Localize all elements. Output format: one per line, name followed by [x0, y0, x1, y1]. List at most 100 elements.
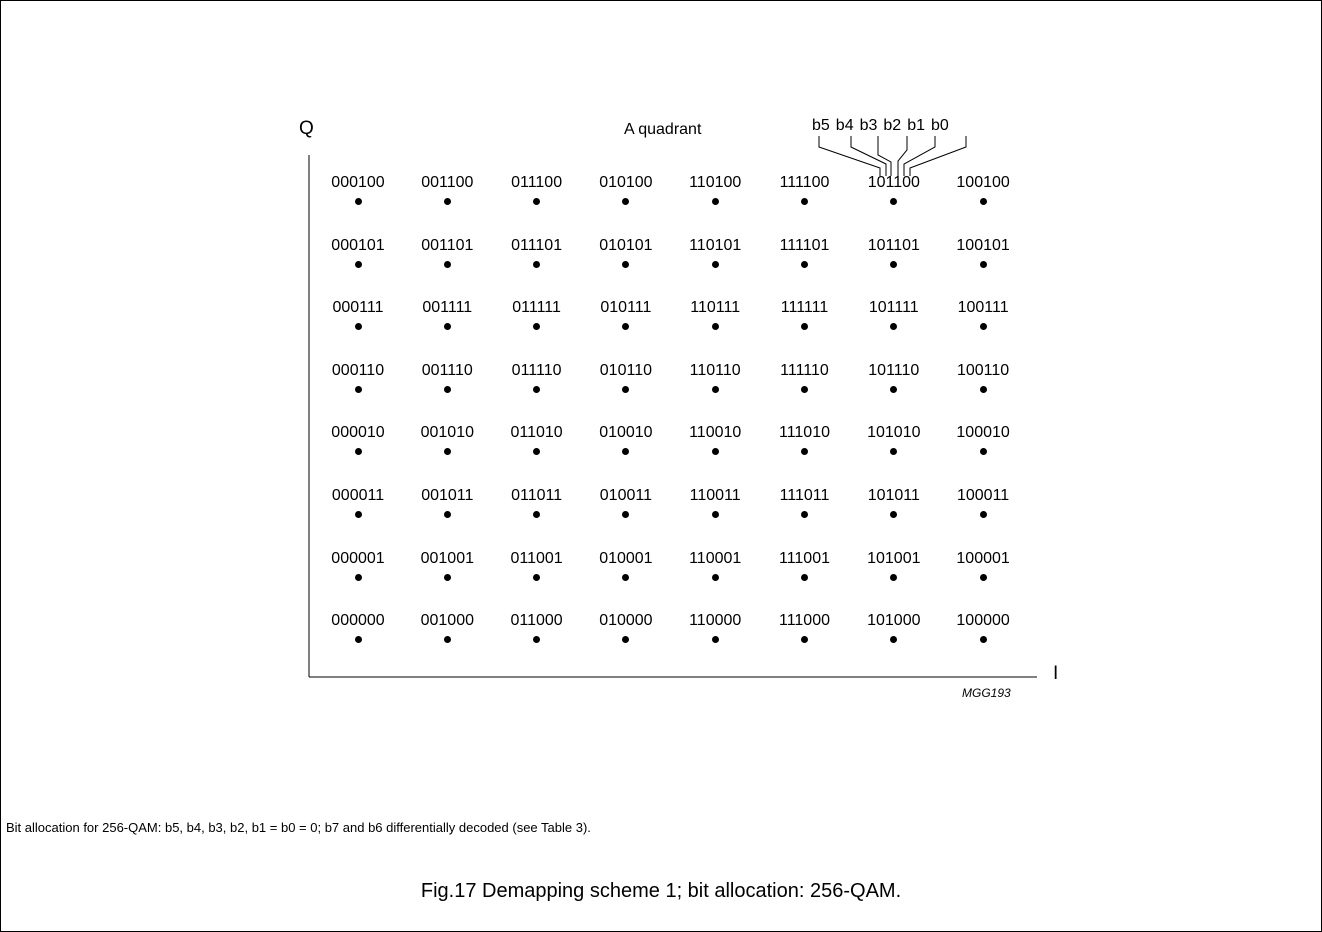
- bit-leader-lines: [818, 136, 967, 176]
- point-dot: [622, 260, 630, 268]
- point-dot: [443, 385, 451, 393]
- point-label: 111111: [780, 299, 829, 317]
- constellation-point: 111110: [760, 362, 850, 393]
- point-dot: [622, 511, 630, 518]
- point-dot: [801, 323, 808, 331]
- bit-allocation-note: Bit allocation for 256-QAM: b5, b4, b3, …: [6, 820, 591, 835]
- constellation-point: 000010: [313, 424, 403, 456]
- constellation-point: 001011: [402, 487, 492, 518]
- constellation-point: 111100: [760, 174, 850, 205]
- point-dot: [533, 198, 541, 205]
- point-dot: [354, 448, 362, 456]
- point-dot: [979, 260, 987, 268]
- point-label: 100010: [956, 424, 1010, 442]
- bit-names: b5 b4 b3 b2 b1 b0: [812, 117, 955, 135]
- figure-caption: Fig.17 Demapping scheme 1; bit allocatio…: [420, 880, 902, 902]
- constellation-point: 111111: [760, 299, 850, 331]
- point-label: 000101: [331, 236, 385, 254]
- point-label: 101000: [867, 612, 921, 630]
- point-label: 000110: [331, 361, 385, 379]
- point-dot: [443, 198, 451, 205]
- constellation-point: 001111: [402, 299, 492, 331]
- constellation-point: 011011: [492, 487, 582, 518]
- point-dot: [711, 636, 719, 644]
- constellation-point: 110011: [670, 487, 760, 518]
- point-dot: [533, 511, 541, 518]
- leader-b1: [903, 136, 936, 176]
- point-label: 101111: [868, 299, 919, 317]
- point-label: 010100: [599, 174, 653, 191]
- point-dot: [622, 385, 630, 393]
- point-dot: [711, 573, 719, 581]
- point-label: 000001: [331, 549, 385, 567]
- point-label: 011011: [511, 487, 563, 504]
- point-dot: [801, 198, 808, 205]
- constellation-point: 110001: [670, 550, 760, 581]
- constellation-point: 101110: [849, 362, 939, 393]
- point-label: 111101: [779, 236, 830, 254]
- i-axis-label: I: [1053, 663, 1059, 684]
- point-dot: [801, 448, 808, 456]
- constellation-point: 111010: [760, 424, 850, 456]
- bit-name: b3: [859, 117, 878, 134]
- point-dot: [533, 323, 541, 331]
- point-label: 010011: [599, 487, 652, 504]
- constellation-point: 110111: [670, 299, 760, 331]
- constellation-point: 011101: [492, 237, 582, 268]
- point-label: 010010: [599, 424, 653, 442]
- point-dot: [711, 385, 719, 393]
- point-dot: [890, 448, 898, 456]
- leader-b3: [877, 136, 892, 176]
- constellation-point: 001000: [402, 612, 492, 644]
- constellation-point: 110101: [670, 237, 760, 268]
- point-label: 010000: [599, 612, 653, 630]
- bit-name: b5: [812, 117, 830, 134]
- constellation-point: 011010: [492, 424, 582, 456]
- constellation-point: 100110: [938, 362, 1028, 393]
- point-dot: [801, 511, 808, 518]
- point-dot: [354, 511, 362, 518]
- constellation-point: 110110: [670, 362, 760, 393]
- constellation-point: 100100: [938, 174, 1028, 205]
- point-label: 101100: [867, 174, 920, 191]
- point-dot: [979, 448, 987, 456]
- point-label: 011000: [510, 612, 563, 630]
- constellation-point: 100011: [938, 487, 1028, 518]
- constellation-point: 010101: [581, 237, 671, 268]
- point-dot: [801, 573, 808, 581]
- point-dot: [711, 511, 719, 518]
- constellation-point: 010011: [581, 487, 671, 518]
- figure-code: MGG193: [962, 686, 1011, 700]
- leader-b4: [850, 136, 887, 176]
- point-dot: [354, 260, 362, 268]
- constellation-point: 000001: [313, 550, 403, 581]
- constellation-point: 010000: [581, 612, 671, 644]
- constellation-point: 010111: [581, 299, 671, 331]
- point-label: 100101: [956, 236, 1010, 254]
- point-label: 011100: [511, 174, 563, 191]
- leader-b2: [897, 136, 908, 176]
- constellation-point: 000110: [313, 362, 403, 393]
- point-label: 110010: [689, 424, 742, 442]
- point-label: 001001: [420, 549, 474, 567]
- point-dot: [622, 636, 630, 644]
- constellation-point: 010100: [581, 174, 671, 205]
- constellation-point: 111000: [760, 612, 850, 644]
- point-dot: [890, 636, 898, 644]
- point-label: 101001: [867, 549, 921, 567]
- constellation-point: 110100: [670, 174, 760, 205]
- point-label: 011010: [510, 424, 563, 442]
- point-dot: [979, 198, 987, 205]
- constellation-point: 100111: [938, 299, 1028, 331]
- point-label: 110011: [689, 487, 741, 504]
- point-dot: [533, 385, 541, 393]
- point-label: 100110: [956, 361, 1010, 379]
- point-label: 100011: [956, 487, 1010, 504]
- point-label: 100000: [956, 612, 1010, 630]
- point-dot: [890, 198, 898, 205]
- leader-b5: [818, 136, 881, 176]
- leader-b0: [909, 136, 967, 176]
- point-dot: [533, 636, 541, 644]
- point-dot: [711, 448, 719, 456]
